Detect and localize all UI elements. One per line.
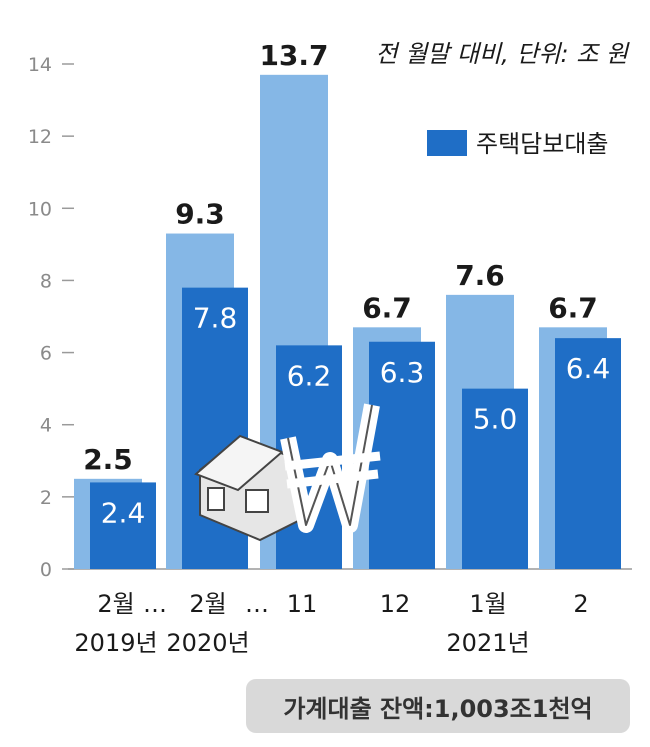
data-label-mortgage: 7.8 xyxy=(193,302,238,335)
data-label-total: 6.7 xyxy=(548,291,598,324)
unit-note: 전 월말 대비, 단위: 조 원 xyxy=(375,40,629,68)
data-label-total: 2.5 xyxy=(83,443,133,476)
y-tick-label: 6 xyxy=(40,343,52,365)
y-tick-label: 8 xyxy=(40,270,52,292)
data-label-total: 7.6 xyxy=(455,259,505,292)
legend-swatch xyxy=(427,130,467,156)
x-axis-labels: 2월 2019년 2월 2020년 11 12 1월 2021년 2 xyxy=(74,590,588,657)
y-tick-label: 14 xyxy=(28,54,52,76)
y-tick-label: 10 xyxy=(28,198,52,220)
bar-mortgage xyxy=(462,388,528,569)
x-tick-year-label: 2021년 xyxy=(446,629,529,657)
legend: 주택담보대출 xyxy=(427,130,608,158)
x-tick-year-label: 2019년 xyxy=(74,629,157,657)
y-axis: 0 2 4 6 8 10 12 14 xyxy=(28,54,632,581)
data-label-mortgage: 5.0 xyxy=(473,403,518,436)
data-label-total: 6.7 xyxy=(362,291,412,324)
balance-note: 가계대출 잔액:1,003조1천억 xyxy=(246,679,630,733)
y-tick-label: 12 xyxy=(28,126,52,148)
data-label-mortgage: 6.4 xyxy=(566,352,611,385)
legend-label: 주택담보대출 xyxy=(476,130,608,158)
axis-break-mark: … xyxy=(245,590,269,618)
x-tick-label: 2월 xyxy=(189,590,226,618)
y-tick-label: 4 xyxy=(40,415,52,437)
x-tick-label: 1월 xyxy=(469,590,506,618)
x-tick-label: 2월 xyxy=(97,590,134,618)
data-label-mortgage: 6.2 xyxy=(287,359,332,392)
data-label-mortgage: 6.3 xyxy=(380,356,425,389)
data-label-total: 13.7 xyxy=(259,39,328,72)
data-label-mortgage: 2.4 xyxy=(101,496,146,529)
axis-break-mark: … xyxy=(143,590,167,618)
data-label-total: 9.3 xyxy=(175,198,225,231)
bar-mortgage xyxy=(555,338,621,569)
x-tick-label: 11 xyxy=(287,590,318,618)
x-tick-label: 2 xyxy=(573,590,588,618)
x-tick-year-label: 2020년 xyxy=(166,629,249,657)
x-tick-label: 12 xyxy=(380,590,411,618)
bar-mortgage xyxy=(90,482,156,569)
bars: 2.5 2.4 9.3 7.8 13.7 6.2 6.7 6.3 7.6 5.0 6.7 6.4 xyxy=(74,39,621,570)
y-tick-label: 0 xyxy=(40,559,52,581)
bar-mortgage xyxy=(369,341,435,569)
y-tick-label: 2 xyxy=(40,487,52,509)
house-won-illustration xyxy=(194,403,381,542)
